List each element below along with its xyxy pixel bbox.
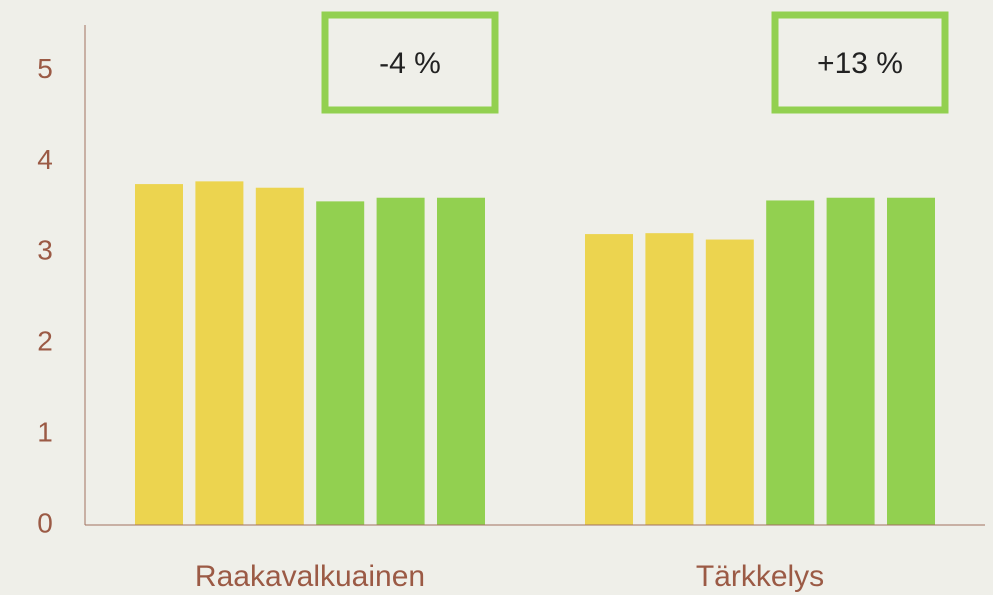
bar [376,197,425,525]
y-tick-label: 0 [37,507,53,538]
bar [195,181,244,525]
bar [705,239,754,525]
y-tick-label: 5 [37,53,53,84]
bar [255,187,304,525]
bar [316,201,365,525]
annotation: +13 % [817,47,903,80]
bar [766,200,815,526]
annotation-box [771,11,949,114]
y-tick-label: 2 [37,326,53,357]
bar [135,184,183,525]
x-tick-label: Tärkkelys [696,560,824,593]
annotation: -4 % [379,47,441,80]
bar [437,197,485,525]
y-tick-label: 4 [37,144,53,175]
bar [826,197,875,525]
bar [645,233,694,525]
annotation-box [321,11,499,114]
y-tick-label: 3 [37,235,53,266]
y-tick-label: 1 [37,416,53,447]
bar [887,197,935,525]
x-tick-label: Raakavalkuainen [195,560,425,593]
bar [585,234,633,525]
